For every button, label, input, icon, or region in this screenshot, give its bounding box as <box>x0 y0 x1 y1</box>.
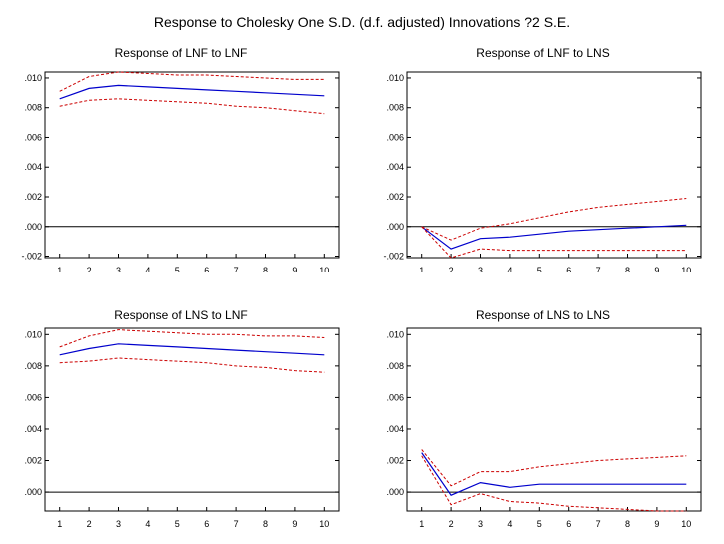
panel-title: Response of LNS to LNS <box>475 308 611 322</box>
x-tick-label: 5 <box>537 266 542 272</box>
panel-title: Response of LNF to LNS <box>476 46 610 60</box>
x-tick-label: 7 <box>234 519 239 529</box>
y-tick-label: .000 <box>386 222 404 232</box>
plot-frame <box>44 71 340 259</box>
lower-band-line <box>421 226 687 259</box>
y-tick-label: .010 <box>386 73 404 83</box>
x-tick-label: 4 <box>507 266 512 272</box>
y-tick-label: -.002 <box>383 252 404 262</box>
y-tick-label: .000 <box>24 487 42 497</box>
upper-band-line <box>421 198 687 241</box>
x-tick-label: 4 <box>507 519 512 529</box>
plot-frame <box>406 71 702 259</box>
x-tick-label: 1 <box>419 519 424 529</box>
x-tick-label: 10 <box>319 266 329 272</box>
x-tick-label: 4 <box>145 519 150 529</box>
x-tick-label: 1 <box>57 519 62 529</box>
chart-panel-lns-to-lns: Response of LNS to LNS .010 .008 .006 .004.… <box>362 262 724 534</box>
y-tick-label: .010 <box>24 73 42 83</box>
y-tick-label: .008 <box>386 103 404 113</box>
x-tick-label: 5 <box>175 266 180 272</box>
chart-panel-lns-to-lnf: Response of LNS to LNF .010 .008 .006 .004.… <box>0 262 362 534</box>
figure-title: Response to Cholesky One S.D. (d.f. adju… <box>153 14 571 30</box>
y-tick-label: .002 <box>24 456 42 466</box>
y-tick-label: -.002 <box>21 252 42 262</box>
y-tick-label: .002 <box>386 456 404 466</box>
x-tick-label: 6 <box>204 266 209 272</box>
x-tick-label: 10 <box>681 519 691 529</box>
x-tick-label: 3 <box>116 519 121 529</box>
lower-band-line <box>59 98 325 115</box>
x-tick-label: 5 <box>175 519 180 529</box>
x-tick-label: 2 <box>449 266 454 272</box>
x-tick-label: 4 <box>145 266 150 272</box>
chart-svg: .010 .008 .006 .004 .002 .000 1 2 3 4 5 6 7 8 9 10 <box>24 327 340 529</box>
x-tick-label: 8 <box>625 519 630 529</box>
x-tick-label: 5 <box>537 519 542 529</box>
x-tick-label: 2 <box>449 519 454 529</box>
y-tick-label: .008 <box>24 103 42 113</box>
y-tick-label: .004 <box>24 162 42 172</box>
x-tick-label: 8 <box>263 519 268 529</box>
panel-title: Response of LNF to LNF <box>114 46 248 60</box>
response-line <box>421 452 687 496</box>
chart-panel-lnf-to-lns: Response of LNF to LNS .010 .008 .006 .004.… <box>362 0 724 272</box>
y-tick-label: .008 <box>24 361 42 371</box>
plot-frame <box>406 327 702 512</box>
y-tick-label: .000 <box>386 487 404 497</box>
y-tick-label: .006 <box>24 132 42 142</box>
chart-svg: .010 .008 .006 .004 .002 .000 -.002 1 2 3 4 5 6 7 8 9 10 <box>21 71 340 272</box>
x-tick-label: 7 <box>234 266 239 272</box>
y-tick-label: .000 <box>24 222 42 232</box>
panel-title: Response of LNS to LNF <box>114 308 248 322</box>
y-tick-label: .004 <box>386 424 404 434</box>
x-tick-label: 8 <box>263 266 268 272</box>
x-tick-label: 10 <box>319 519 329 529</box>
y-tick-label: .002 <box>24 192 42 202</box>
lower-band-line <box>421 455 687 512</box>
x-tick-label: 9 <box>654 519 659 529</box>
x-tick-label: 3 <box>116 266 121 272</box>
y-tick-label: .008 <box>386 361 404 371</box>
x-tick-label: 9 <box>292 266 297 272</box>
x-tick-label: 7 <box>596 266 601 272</box>
chart-svg: .010 .008 .006 .004 .002 .000 -.002 1 2 3 4 5 6 7 8 9 10 <box>383 71 702 272</box>
x-tick-label: 3 <box>478 266 483 272</box>
lower-band-line <box>59 357 325 373</box>
x-tick-label: 1 <box>419 266 424 272</box>
response-line <box>59 343 325 356</box>
x-tick-label: 3 <box>478 519 483 529</box>
response-line <box>59 84 325 100</box>
x-tick-label: 7 <box>596 519 601 529</box>
y-tick-label: .002 <box>386 192 404 202</box>
y-tick-label: .010 <box>386 329 404 339</box>
x-tick-label: 8 <box>625 266 630 272</box>
y-tick-label: .010 <box>24 329 42 339</box>
upper-band-line <box>59 71 325 92</box>
x-tick-label: 6 <box>566 519 571 529</box>
y-tick-label: .006 <box>386 392 404 402</box>
upper-band-line <box>421 449 687 487</box>
upper-band-line <box>59 329 325 348</box>
y-tick-label: .004 <box>24 424 42 434</box>
y-tick-label: .006 <box>386 132 404 142</box>
response-line <box>421 224 687 250</box>
x-tick-label: 9 <box>654 266 659 272</box>
x-tick-label: 1 <box>57 266 62 272</box>
y-tick-label: .006 <box>24 392 42 402</box>
x-tick-label: 6 <box>204 519 209 529</box>
x-tick-label: 10 <box>681 266 691 272</box>
x-tick-label: 9 <box>292 519 297 529</box>
x-tick-label: 6 <box>566 266 571 272</box>
chart-panel-lnf-to-lnf: Response of LNF to LNF .010 .008 .006 .004.… <box>0 0 362 272</box>
plot-frame <box>44 327 340 512</box>
x-tick-label: 2 <box>87 266 92 272</box>
chart-svg: .010 .008 .006 .004 .002 .000 1 2 3 4 5 6 7 8 9 10 <box>386 327 702 529</box>
y-tick-label: .004 <box>386 162 404 172</box>
x-tick-label: 2 <box>87 519 92 529</box>
